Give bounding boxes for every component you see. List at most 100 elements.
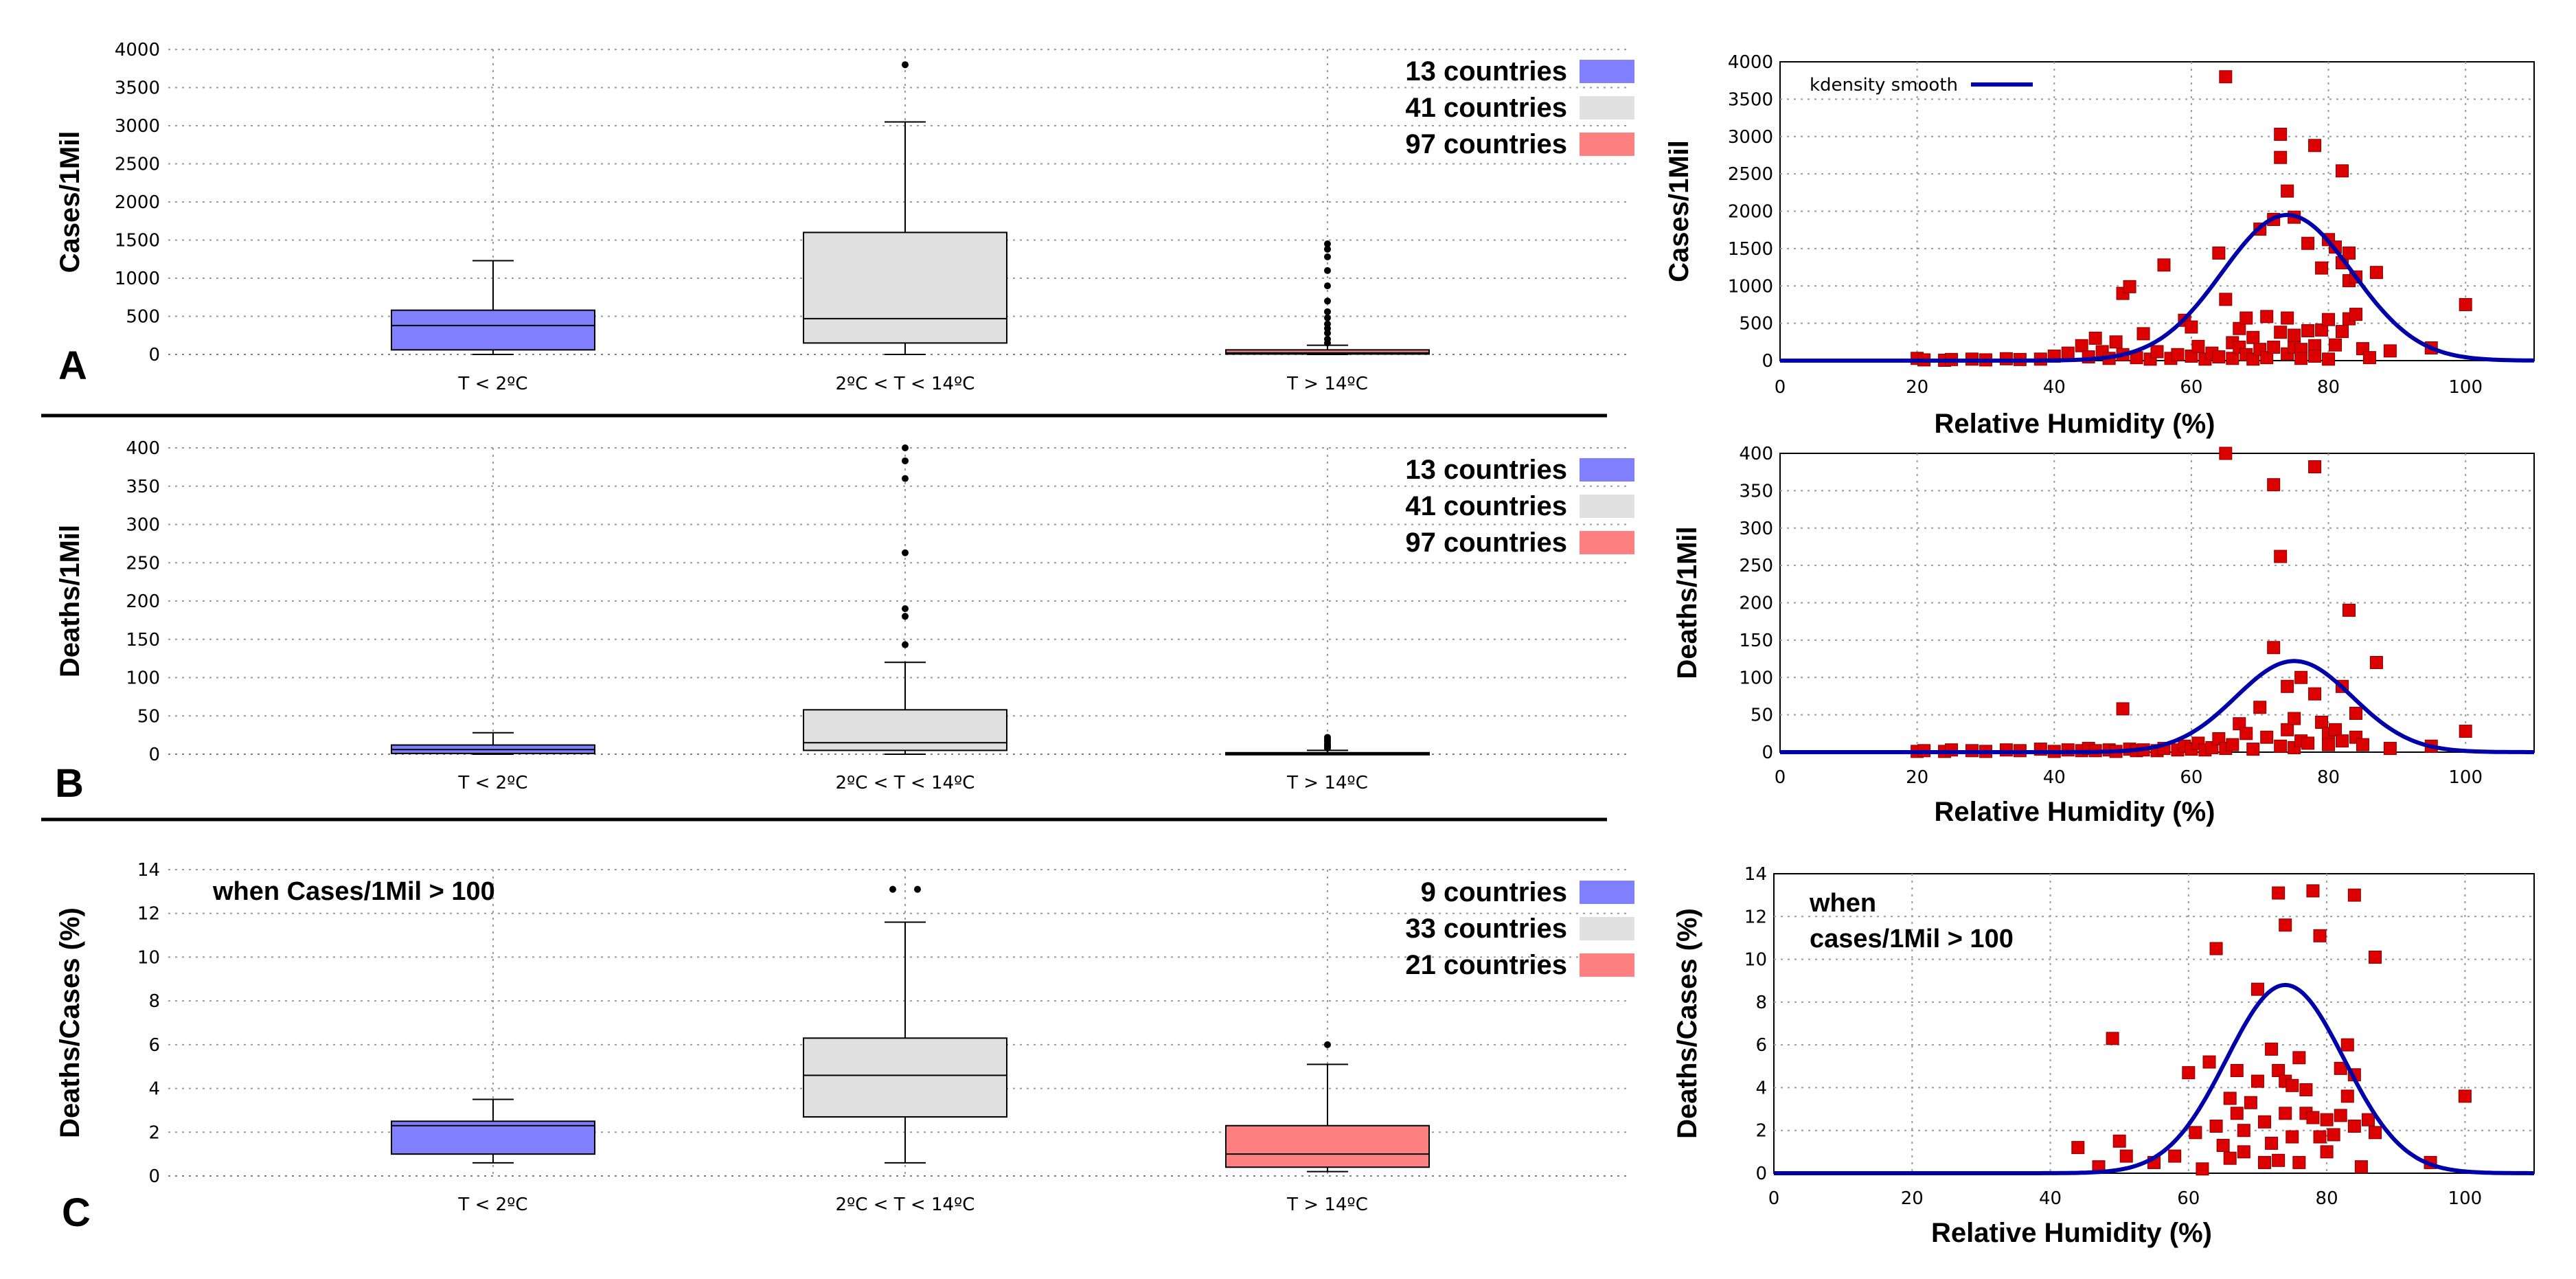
scatter-point	[2369, 1126, 2382, 1140]
category-label: 2ºC < T < 14ºC	[836, 1195, 975, 1215]
legend-label: 21 countries	[1405, 950, 1567, 980]
scatter-point	[2308, 139, 2322, 152]
legend-label: 97 countries	[1405, 129, 1567, 159]
legend-swatch	[1580, 495, 1634, 518]
outlier-point	[1324, 308, 1331, 315]
box-iqr	[1225, 1124, 1430, 1168]
scatter-point	[2340, 1089, 2354, 1103]
y-tick-label: 300	[1739, 519, 1773, 539]
y-tick-label: 2000	[1728, 202, 1773, 223]
scatter-point	[2150, 345, 2164, 359]
scatter-point	[2369, 266, 2383, 280]
y-tick-label: 2	[1755, 1121, 1767, 1142]
legend-swatch	[1580, 96, 1634, 120]
category-label: 2ºC < T < 14ºC	[836, 374, 975, 394]
scatter-point	[2123, 280, 2136, 293]
x-tick-label: 0	[1775, 767, 1786, 788]
legend-swatch	[1580, 881, 1634, 904]
scatter-point	[2223, 1091, 2237, 1105]
scatter-point	[2233, 321, 2246, 335]
scatter-point	[2281, 184, 2294, 198]
boxplot-deaths: 0 50 100 150 200 250 300 350 400 Deaths/1Mil T < 2…	[55, 438, 1634, 793]
scatter-point	[1999, 743, 2013, 757]
box-3	[1225, 1041, 1430, 1173]
y-tick-label: 10	[1744, 950, 1767, 971]
x-tick-label: 100	[2448, 767, 2483, 788]
x-tick-label: 60	[2180, 767, 2202, 788]
scatter-point	[2212, 350, 2226, 364]
y-tick-label: 200	[126, 591, 160, 612]
scatter-point	[2313, 929, 2327, 942]
box-iqr	[803, 709, 1007, 751]
scatter-point	[2308, 349, 2322, 363]
legend-label: 33 countries	[1405, 914, 1567, 944]
scatter-point	[2281, 679, 2294, 693]
y-tick-label: 50	[137, 706, 160, 727]
y-tick-label: 150	[1739, 631, 1773, 651]
scatter-point	[2459, 297, 2472, 311]
legend-swatch	[1580, 917, 1634, 940]
scatter-point	[2308, 460, 2322, 474]
scatter-point	[2272, 1064, 2286, 1078]
category-label: T > 14ºC	[1286, 1195, 1368, 1215]
scatter-point	[2112, 1134, 2126, 1148]
scatter-point	[2219, 293, 2233, 306]
scatter-ratio-vs-humidity: 0 2 4 6 8 10 12 14 0 20 40 60 80 100 Relative Humidity…	[1672, 864, 2535, 1248]
legend-swatch	[1580, 133, 1634, 156]
scatter-point	[2088, 331, 2102, 345]
legend-label: 9 countries	[1421, 877, 1567, 907]
panel-label-a: A	[58, 343, 87, 388]
scatter-point	[2216, 1139, 2230, 1153]
y-tick-label: 0	[148, 1166, 160, 1187]
scatter-point	[2239, 311, 2253, 325]
y-tick-label: 2500	[1728, 164, 1773, 185]
scatter-point	[2279, 1107, 2292, 1120]
scatter-point	[2226, 352, 2239, 365]
y-tick-label: 3000	[1728, 127, 1773, 148]
scatter-point	[2119, 1149, 2133, 1163]
x-tick-label: 20	[1906, 767, 1928, 788]
y-tick-label: 500	[1739, 314, 1773, 335]
x-tick-label: 60	[2180, 377, 2202, 398]
scatter-point	[2274, 150, 2288, 164]
scatter-point	[2267, 641, 2281, 655]
x-tick-label: 80	[2316, 1188, 2338, 1209]
category-label: T < 2ºC	[457, 374, 527, 394]
scatter-point	[2219, 446, 2233, 460]
scatter-point	[2071, 1141, 2085, 1155]
outlier-point	[1324, 335, 1331, 343]
x-axis-label: Relative Humidity (%)	[1931, 1218, 2212, 1248]
scatter-point	[2244, 1096, 2257, 1109]
y-tick-label: 350	[1739, 481, 1773, 501]
box-3	[1225, 240, 1430, 355]
scatter-point	[2347, 888, 2361, 902]
y-tick-label: 0	[148, 745, 160, 765]
scatter-point	[2320, 1113, 2334, 1127]
chart-note: when	[1809, 889, 1876, 918]
boxplot-deaths-cases-ratio: 0 2 4 6 8 10 12 14 Deaths/Cases (%) T < 2ºC 2ºC < …	[55, 860, 1634, 1215]
scatter-point	[2260, 310, 2274, 324]
scatter-point	[2246, 352, 2260, 366]
y-axis-label: Deaths/1Mil	[1672, 526, 1702, 679]
y-tick-label: 4000	[115, 40, 160, 60]
y-tick-label: 8	[148, 991, 160, 1012]
plot-frame	[1779, 61, 2535, 361]
outlier-point	[902, 549, 909, 556]
y-axis-label: Cases/1Mil	[1664, 140, 1694, 282]
scatter-point	[2288, 712, 2301, 725]
scatter-point	[2340, 1038, 2354, 1052]
outlier-point	[1324, 253, 1331, 260]
scatter-point	[2383, 742, 2397, 756]
x-tick-label: 20	[1906, 377, 1928, 398]
y-axis-label: Deaths/Cases (%)	[55, 907, 85, 1138]
legend-label: 41 countries	[1405, 93, 1567, 123]
scatter-point	[2308, 687, 2322, 701]
scatter-point	[2369, 950, 2382, 964]
y-tick-label: 350	[126, 477, 160, 497]
scatter-point	[2157, 258, 2171, 272]
x-tick-label: 0	[1768, 1188, 1780, 1209]
outlier-point	[914, 885, 921, 893]
scatter-point	[2253, 701, 2267, 714]
y-tick-label: 0	[1762, 351, 1773, 372]
